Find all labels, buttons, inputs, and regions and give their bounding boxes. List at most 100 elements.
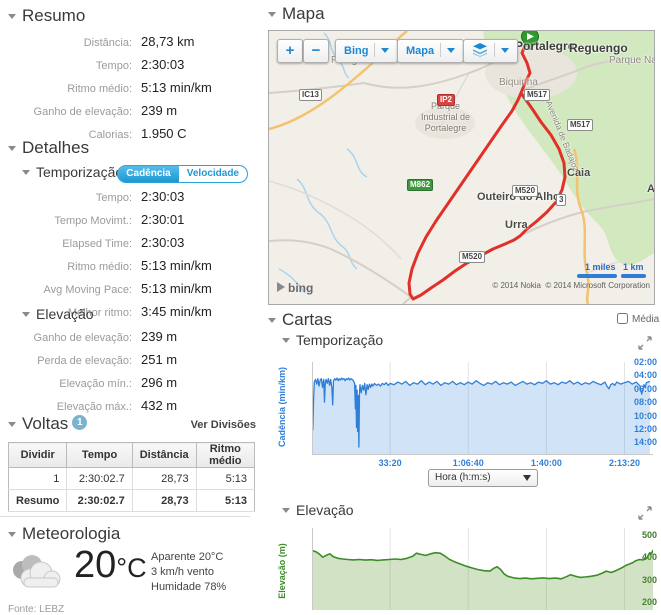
stat-row: Calorias: 1.950 C	[8, 123, 212, 146]
axis-tick-label: 2:13:20	[608, 458, 640, 468]
map-layers-dropdown[interactable]	[463, 39, 518, 63]
elevation-chart-plot[interactable]	[312, 528, 653, 610]
detalhes-header[interactable]: Detalhes	[8, 138, 258, 158]
chevron-down-icon	[381, 48, 390, 53]
weather-details: Aparente 20°C 3 km/h vento Humidade 78%	[151, 550, 226, 595]
stat-label: Elevação máx.:	[56, 401, 132, 413]
collapse-triangle-icon	[8, 532, 16, 537]
stat-row: Ganho de elevação: 239 m	[8, 326, 178, 349]
detalhes-title: Detalhes	[22, 138, 90, 157]
meteorologia-section: Meteorologia 20°C Aparente 20°C 3 km/h v…	[8, 524, 258, 615]
timing-chart[interactable]: Cadência (min/km) 02:00 04:00 06:00 08:00 10…	[266, 354, 661, 472]
stat-label: Ganho de elevação:	[33, 332, 132, 344]
axis-tick-label: 06:00	[617, 384, 657, 394]
elevation-chart[interactable]: Elevação (m) 500 400 300 200	[266, 520, 661, 610]
elevation-chart-header[interactable]: Elevação	[282, 502, 354, 518]
stat-row: Avg Moving Pace: 5:13 min/km	[8, 278, 258, 301]
timing-yaxis-label: Cadência (min/km)	[277, 366, 287, 448]
stat-row: Ritmo médio: 5:13 min/km	[8, 255, 258, 278]
scale-km-label: 1 km	[623, 262, 644, 272]
map[interactable]: FrangoneiroPortalegreReguengoParque Natu…	[268, 30, 655, 305]
ver-divisoes-link[interactable]: Ver Divisões	[190, 419, 256, 431]
cell: 2:30:02.7	[66, 489, 133, 512]
collapse-triangle-icon	[22, 170, 30, 175]
x-axis-unit-dropdown[interactable]: Hora (h:m:s)	[428, 469, 538, 487]
map-provider-dropdown[interactable]: Bing	[335, 39, 399, 63]
map-zoom-out-button[interactable]: −	[303, 39, 329, 63]
expand-icon[interactable]	[638, 506, 652, 520]
table-row: 1 2:30:02.7 28,73 5:13	[7, 467, 256, 490]
voltas-header[interactable]: Voltas	[8, 414, 68, 433]
collapse-triangle-icon	[8, 146, 16, 151]
gray-roads	[269, 52, 654, 304]
right-column: Mapa	[266, 0, 661, 610]
chevron-down-icon	[501, 48, 509, 53]
axis-tick-label: 04:00	[633, 370, 657, 381]
stat-label: Ritmo médio:	[67, 83, 132, 95]
bing-logo[interactable]: bing	[277, 281, 313, 295]
chevron-down-icon	[447, 48, 456, 53]
axis-tick-label: 33:20	[378, 458, 402, 468]
detalhes-section: Detalhes Temporização Cadência Velocidade…	[8, 138, 258, 324]
media-checkbox[interactable]	[617, 313, 628, 324]
axis-tick-label: 200	[617, 597, 657, 607]
mapa-header[interactable]: Mapa	[268, 4, 325, 24]
elevacao-subheader[interactable]: Elevação	[22, 306, 177, 322]
stat-label: Elevação mín.:	[59, 378, 132, 390]
stat-value: 251 m	[141, 352, 178, 367]
timing-chart-plot[interactable]	[312, 362, 653, 455]
left-column: Resumo Distância: 28,73 km Tempo: 2:30:03 …	[0, 0, 262, 615]
toggle-cadencia-button[interactable]: Cadência	[118, 166, 179, 182]
toggle-velocidade-button[interactable]: Velocidade	[186, 168, 239, 179]
stat-label: Perda de elevação:	[37, 355, 132, 367]
map-type-dropdown[interactable]: Mapa	[397, 39, 465, 63]
cartas-header[interactable]: Cartas	[268, 310, 332, 330]
stat-value: 28,73 km	[141, 34, 195, 49]
axis-tick-label: 08:00	[617, 397, 657, 407]
map-zoom-in-button[interactable]: +	[277, 39, 303, 63]
activity-route	[407, 32, 567, 301]
scale-bar-km	[621, 274, 646, 278]
laps-table: Dividir Tempo Distância Ritmo médio 1 2:…	[7, 442, 256, 512]
col-header-tempo: Tempo	[66, 442, 133, 468]
stat-row: Ritmo médio: 5:13 min/km	[8, 77, 212, 100]
stat-value: 2:30:01	[141, 212, 185, 227]
meteorologia-header[interactable]: Meteorologia	[8, 524, 258, 544]
axis-tick-label: 400	[617, 552, 657, 562]
stat-row: Melhor ritmo: 3:45 min/km	[8, 301, 258, 324]
resumo-header[interactable]: Resumo	[8, 6, 212, 26]
table-row-summary: Resumo 2:30:02.7 28,73 5:13	[7, 489, 256, 512]
timing-chart-header[interactable]: Temporização	[282, 332, 383, 348]
stat-row: Tempo Movimt.: 2:30:01	[8, 209, 258, 232]
start-marker	[520, 31, 540, 51]
cell: 28,73	[131, 467, 197, 490]
axis-tick-label: 10:00	[617, 411, 657, 421]
expand-icon[interactable]	[638, 336, 652, 350]
axis-tick-label: 500	[641, 529, 657, 540]
axis-tick-label: 14:00	[617, 437, 657, 447]
elevacao-section: Elevação Ganho de elevação: 239 m Perda d…	[22, 306, 177, 418]
collapse-triangle-icon	[268, 12, 276, 17]
cell: 2:30:02.7	[66, 467, 133, 490]
axis-tick-label: 1:06:40	[452, 458, 484, 468]
stat-label: Distância:	[83, 37, 132, 49]
stat-row: Ganho de elevação: 239 m	[8, 100, 212, 123]
stat-label: Avg Moving Pace:	[43, 284, 132, 296]
map-copyright: © 2014 Nokia © 2014 Microsoft Corporatio…	[492, 281, 650, 290]
stat-label: Ganho de elevação:	[33, 106, 132, 118]
chevron-down-icon	[523, 475, 531, 481]
weather-wind: 3 km/h vento	[151, 566, 214, 578]
media-label: Média	[632, 314, 660, 325]
bing-icon	[277, 282, 285, 292]
laps-count-badge: 1	[72, 415, 88, 430]
stat-label: Tempo:	[95, 192, 132, 204]
cell: Resumo	[7, 489, 68, 512]
scale-miles-label: 1 miles	[585, 262, 616, 272]
temperature: 20°C	[74, 544, 147, 586]
stat-value: 3:45 min/km	[141, 304, 212, 319]
temporizacao-subheader[interactable]: Temporização	[22, 164, 123, 180]
collapse-triangle-icon	[282, 338, 290, 343]
axis-tick-label: 02:00	[633, 357, 657, 367]
stat-row: Tempo: 2:30:03	[8, 186, 258, 209]
cell: 5:13	[195, 489, 256, 512]
